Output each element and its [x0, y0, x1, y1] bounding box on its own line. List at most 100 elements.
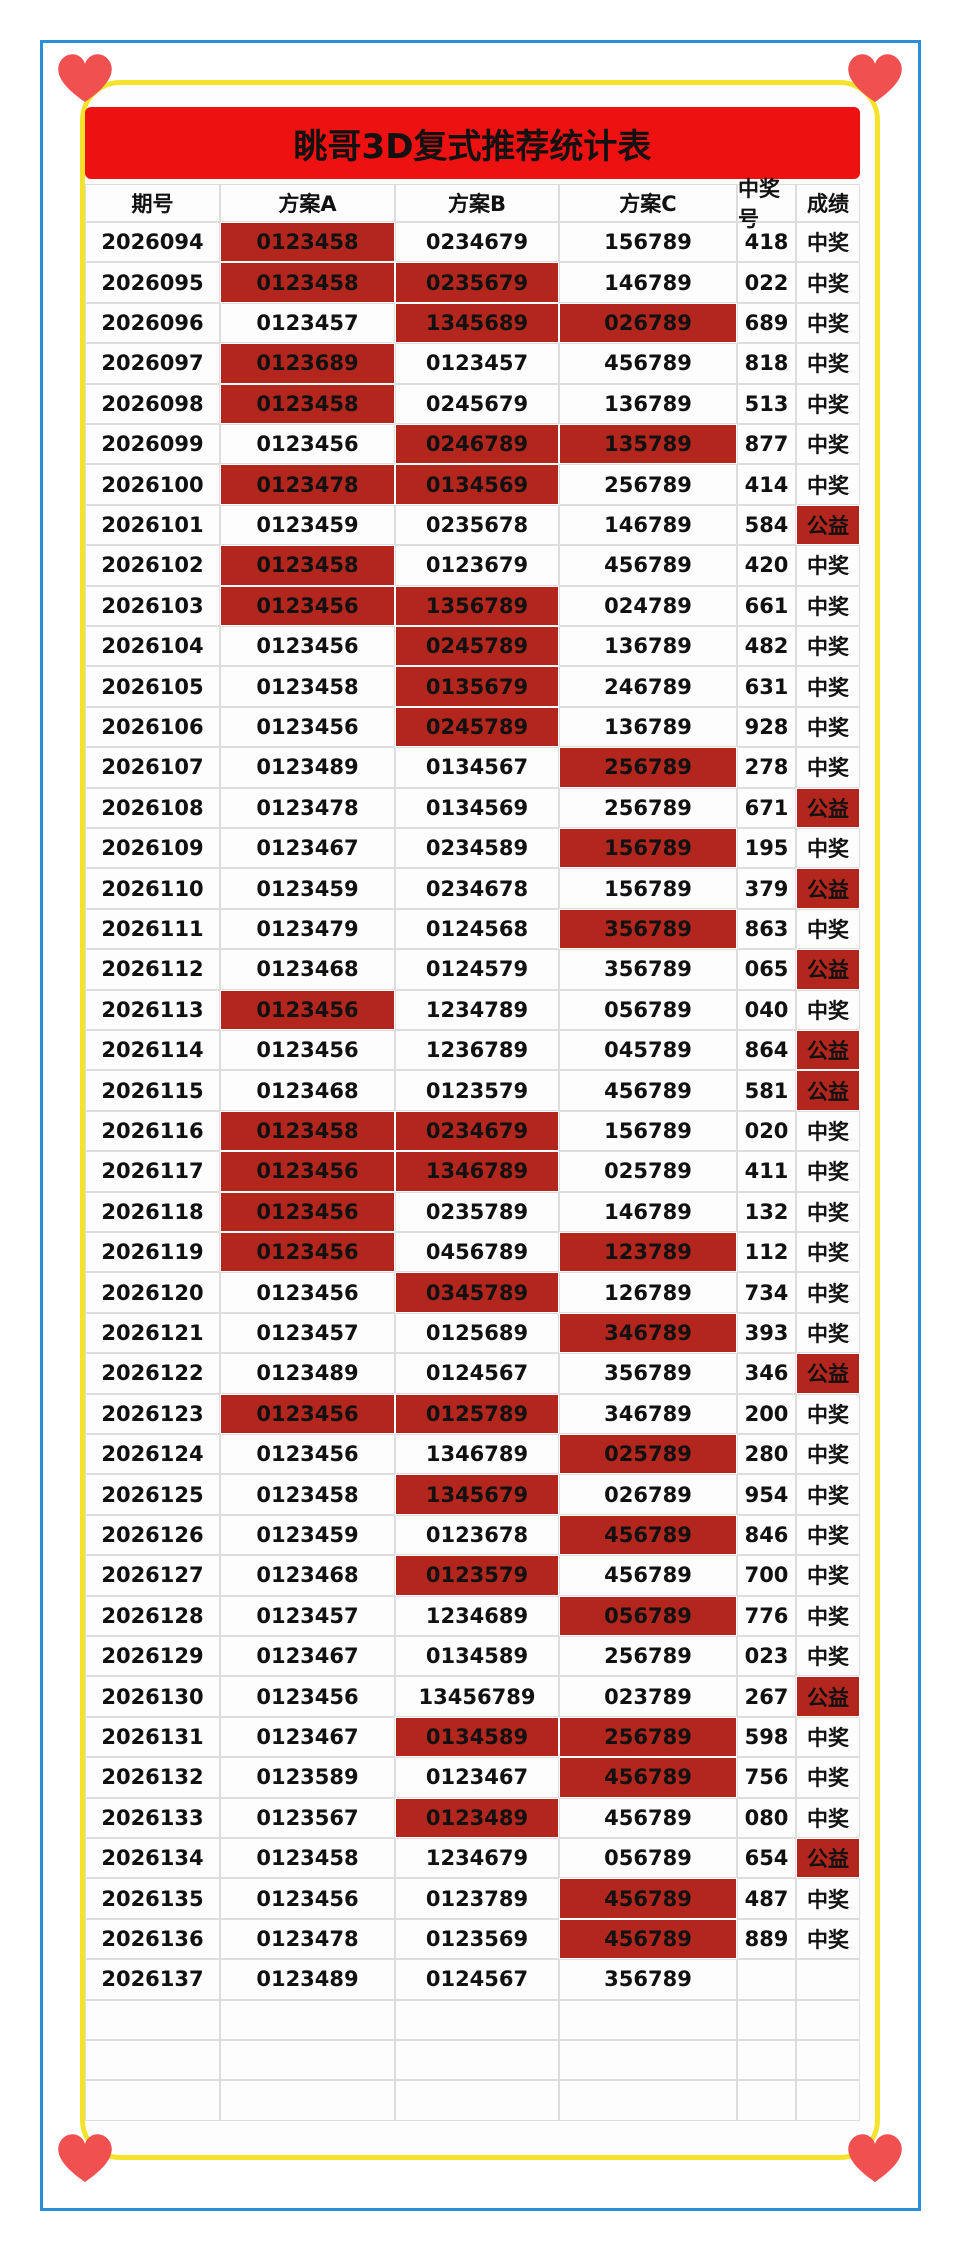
table-cell: 146789 [559, 504, 737, 546]
empty-cell [796, 2080, 860, 2121]
table-cell: 581 [737, 1070, 796, 1111]
table-cell: 156789 [559, 1110, 737, 1152]
table-cell: 456789 [559, 1514, 737, 1556]
table-cell: 056789 [559, 1838, 737, 1879]
table-cell: 513 [737, 383, 796, 424]
table-cell: 2026114 [85, 1030, 220, 1071]
table-cell: 0245789 [395, 626, 559, 667]
table-cell: 136789 [559, 706, 737, 748]
table-cell: 456789 [559, 1555, 737, 1596]
table-cell: 356789 [559, 908, 737, 950]
table-cell: 346789 [559, 1393, 737, 1434]
table-cell: 1346789 [395, 1434, 559, 1475]
table-cell: 2026116 [85, 1110, 220, 1152]
table-cell: 734 [737, 1272, 796, 1313]
table-cell: 1234689 [395, 1595, 559, 1636]
empty-cell [737, 2040, 796, 2081]
table-cell: 482 [737, 626, 796, 667]
table-cell: 2026104 [85, 626, 220, 667]
table-cell: 中奖 [796, 1797, 860, 1838]
table-cell: 379 [737, 868, 796, 909]
table-cell: 023789 [559, 1676, 737, 1717]
empty-cell [395, 2040, 559, 2081]
column-header: 期号 [85, 184, 220, 222]
empty-cell [85, 2080, 220, 2121]
table-cell: 256789 [559, 787, 737, 828]
table-cell: 0123478 [220, 787, 395, 828]
table-cell: 0123459 [220, 504, 395, 546]
table-cell: 020 [737, 1110, 796, 1152]
table-cell: 346789 [559, 1312, 737, 1354]
table-cell: 2026117 [85, 1151, 220, 1192]
table-cell: 126789 [559, 1272, 737, 1313]
table-cell: 中奖 [796, 1312, 860, 1354]
table-cell: 0123489 [220, 1959, 395, 2000]
table-cell: 中奖 [796, 1393, 860, 1434]
table-cell: 065 [737, 949, 796, 990]
table-cell: 654 [737, 1838, 796, 1879]
empty-cell [796, 1999, 860, 2040]
table-cell: 中奖 [796, 1434, 860, 1475]
table-cell: 156789 [559, 868, 737, 909]
table-cell: 2026135 [85, 1878, 220, 1919]
table-cell: 146789 [559, 1191, 737, 1232]
table-cell: 2026134 [85, 1838, 220, 1879]
table-cell: 026789 [559, 1474, 737, 1515]
table-cell: 0123456 [220, 424, 395, 465]
table-cell: 2026097 [85, 343, 220, 384]
column-header: 方案B [395, 184, 559, 222]
table-cell: 256789 [559, 747, 737, 788]
table-cell: 877 [737, 424, 796, 465]
empty-cell [85, 2040, 220, 2081]
table-cell: 889 [737, 1918, 796, 1960]
table-cell: 2026110 [85, 868, 220, 909]
table-cell: 0123456 [220, 989, 395, 1030]
table-cell: 1234679 [395, 1838, 559, 1879]
table-cell: 1345679 [395, 1474, 559, 1515]
table-cell: 420 [737, 545, 796, 586]
table-cell: 2026109 [85, 828, 220, 869]
table-cell: 2026096 [85, 302, 220, 344]
table-cell: 661 [737, 585, 796, 626]
table-cell: 中奖 [796, 666, 860, 707]
table-cell: 671 [737, 787, 796, 828]
table-cell: 846 [737, 1514, 796, 1556]
table-cell: 中奖 [796, 383, 860, 424]
table-cell: 0123456 [220, 1191, 395, 1232]
table-cell: 2026094 [85, 222, 220, 263]
table-cell: 456789 [559, 343, 737, 384]
table-cell: 0123567 [220, 1797, 395, 1838]
table-cell: 2026131 [85, 1716, 220, 1758]
title: 眺哥3D复式推荐统计表 [85, 107, 860, 179]
table-cell: 中奖 [796, 1110, 860, 1152]
table-cell: 0124579 [395, 949, 559, 990]
table-cell: 公益 [796, 1030, 860, 1071]
table-cell: 中奖 [796, 302, 860, 344]
table-cell: 中奖 [796, 222, 860, 263]
table-cell: 0134589 [395, 1636, 559, 1677]
empty-cell [559, 2080, 737, 2121]
table-cell: 156789 [559, 828, 737, 869]
table-cell: 025789 [559, 1151, 737, 1192]
table-cell: 0123456 [220, 1151, 395, 1192]
table-cell: 025789 [559, 1434, 737, 1475]
table-cell: 2026125 [85, 1474, 220, 1515]
table-cell: 0123689 [220, 343, 395, 384]
table-cell: 026789 [559, 302, 737, 344]
table-cell: 2026123 [85, 1393, 220, 1434]
table-cell: 0123459 [220, 1514, 395, 1556]
table-cell: 256789 [559, 1716, 737, 1758]
table-cell: 2026126 [85, 1514, 220, 1556]
table-cell: 195 [737, 828, 796, 869]
empty-cell [559, 1999, 737, 2040]
table-cell: 2026113 [85, 989, 220, 1030]
table-cell: 0123468 [220, 1070, 395, 1111]
table-cell: 中奖 [796, 343, 860, 384]
table-cell: 418 [737, 222, 796, 263]
table-cell: 2026124 [85, 1434, 220, 1475]
table-cell: 0124567 [395, 1959, 559, 2000]
table-cell: 2026129 [85, 1636, 220, 1677]
table-cell: 135789 [559, 424, 737, 465]
table-cell: 040 [737, 989, 796, 1030]
